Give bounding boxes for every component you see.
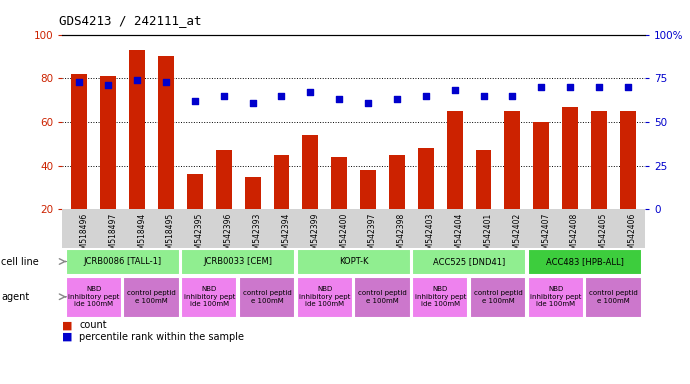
Bar <box>562 107 578 209</box>
Point <box>362 99 373 106</box>
Text: GSM542406: GSM542406 <box>628 212 637 259</box>
Bar <box>591 111 607 209</box>
Text: ■: ■ <box>62 332 72 342</box>
Text: cell line: cell line <box>1 257 39 266</box>
Bar <box>475 150 491 209</box>
Point <box>103 82 114 88</box>
Point <box>535 84 546 90</box>
Point <box>622 84 633 90</box>
Bar <box>470 277 526 318</box>
Point <box>305 89 316 95</box>
Text: NBD
inhibitory pept
ide 100mM: NBD inhibitory pept ide 100mM <box>299 286 351 307</box>
Bar <box>239 277 295 318</box>
Text: GSM518494: GSM518494 <box>137 212 146 258</box>
Bar <box>297 249 411 275</box>
Text: ACC525 [DND41]: ACC525 [DND41] <box>433 257 505 266</box>
Bar <box>62 209 645 248</box>
Bar <box>297 277 353 318</box>
Text: control peptid
e 100mM: control peptid e 100mM <box>473 290 522 303</box>
Text: GSM542399: GSM542399 <box>310 212 319 259</box>
Text: NBD
inhibitory pept
ide 100mM: NBD inhibitory pept ide 100mM <box>415 286 466 307</box>
Bar <box>620 111 635 209</box>
Bar <box>533 122 549 209</box>
Bar <box>412 249 526 275</box>
Bar <box>158 56 174 209</box>
Text: GSM542401: GSM542401 <box>484 212 493 258</box>
Bar <box>355 277 411 318</box>
Text: GSM542395: GSM542395 <box>195 212 204 259</box>
Bar <box>528 249 642 275</box>
Text: GSM542404: GSM542404 <box>455 212 464 259</box>
Point <box>564 84 575 90</box>
Bar <box>412 277 469 318</box>
Text: GSM542400: GSM542400 <box>339 212 348 259</box>
Text: GSM542394: GSM542394 <box>282 212 290 259</box>
Text: GSM542408: GSM542408 <box>570 212 579 258</box>
Point <box>420 93 431 99</box>
Bar <box>66 277 122 318</box>
Text: KOPT-K: KOPT-K <box>339 257 368 266</box>
Bar <box>418 148 434 209</box>
Point <box>593 84 604 90</box>
Point <box>161 79 172 85</box>
Bar <box>273 155 289 209</box>
Point <box>218 93 229 99</box>
Bar <box>66 249 179 275</box>
Bar <box>216 150 232 209</box>
Text: control peptid
e 100mM: control peptid e 100mM <box>243 290 291 303</box>
Text: JCRB0086 [TALL-1]: JCRB0086 [TALL-1] <box>83 257 161 266</box>
Point <box>74 79 85 85</box>
Text: percentile rank within the sample: percentile rank within the sample <box>79 332 244 342</box>
Bar <box>446 111 462 209</box>
Point <box>247 99 258 106</box>
Text: count: count <box>79 320 107 330</box>
Text: NBD
inhibitory pept
ide 100mM: NBD inhibitory pept ide 100mM <box>530 286 582 307</box>
Bar <box>528 277 584 318</box>
Text: GSM542403: GSM542403 <box>426 212 435 259</box>
Bar <box>181 277 237 318</box>
Bar <box>331 157 347 209</box>
Bar <box>181 249 295 275</box>
Bar <box>100 76 116 209</box>
Text: NBD
inhibitory pept
ide 100mM: NBD inhibitory pept ide 100mM <box>68 286 119 307</box>
Bar <box>129 50 145 209</box>
Bar <box>245 177 261 209</box>
Text: ACC483 [HPB-ALL]: ACC483 [HPB-ALL] <box>546 257 624 266</box>
Text: GSM542402: GSM542402 <box>513 212 522 258</box>
Bar <box>187 174 203 209</box>
Bar <box>389 155 405 209</box>
Bar <box>72 74 88 209</box>
Point <box>334 96 345 102</box>
Point <box>132 77 143 83</box>
Text: JCRB0033 [CEM]: JCRB0033 [CEM] <box>204 257 273 266</box>
Text: GSM518495: GSM518495 <box>166 212 175 258</box>
Text: GSM542397: GSM542397 <box>368 212 377 259</box>
Text: control peptid
e 100mM: control peptid e 100mM <box>127 290 176 303</box>
Text: GDS4213 / 242111_at: GDS4213 / 242111_at <box>59 14 201 27</box>
Text: agent: agent <box>1 292 30 302</box>
Point <box>507 93 518 99</box>
Text: GSM542396: GSM542396 <box>224 212 233 259</box>
Point <box>189 98 200 104</box>
Text: GSM518497: GSM518497 <box>108 212 117 258</box>
Bar <box>360 170 376 209</box>
Point <box>478 93 489 99</box>
Text: NBD
inhibitory pept
ide 100mM: NBD inhibitory pept ide 100mM <box>184 286 235 307</box>
Text: GSM542407: GSM542407 <box>541 212 550 259</box>
Text: GSM542393: GSM542393 <box>253 212 262 259</box>
Point <box>391 96 402 102</box>
Bar <box>124 277 179 318</box>
Bar <box>585 277 642 318</box>
Point <box>449 88 460 94</box>
Bar <box>504 111 520 209</box>
Text: GSM542405: GSM542405 <box>599 212 608 259</box>
Point <box>276 93 287 99</box>
Text: GSM542398: GSM542398 <box>397 212 406 258</box>
Text: control peptid
e 100mM: control peptid e 100mM <box>589 290 638 303</box>
Text: GSM518496: GSM518496 <box>79 212 88 258</box>
Text: control peptid
e 100mM: control peptid e 100mM <box>358 290 407 303</box>
Text: ■: ■ <box>62 320 72 330</box>
Bar <box>302 135 318 209</box>
